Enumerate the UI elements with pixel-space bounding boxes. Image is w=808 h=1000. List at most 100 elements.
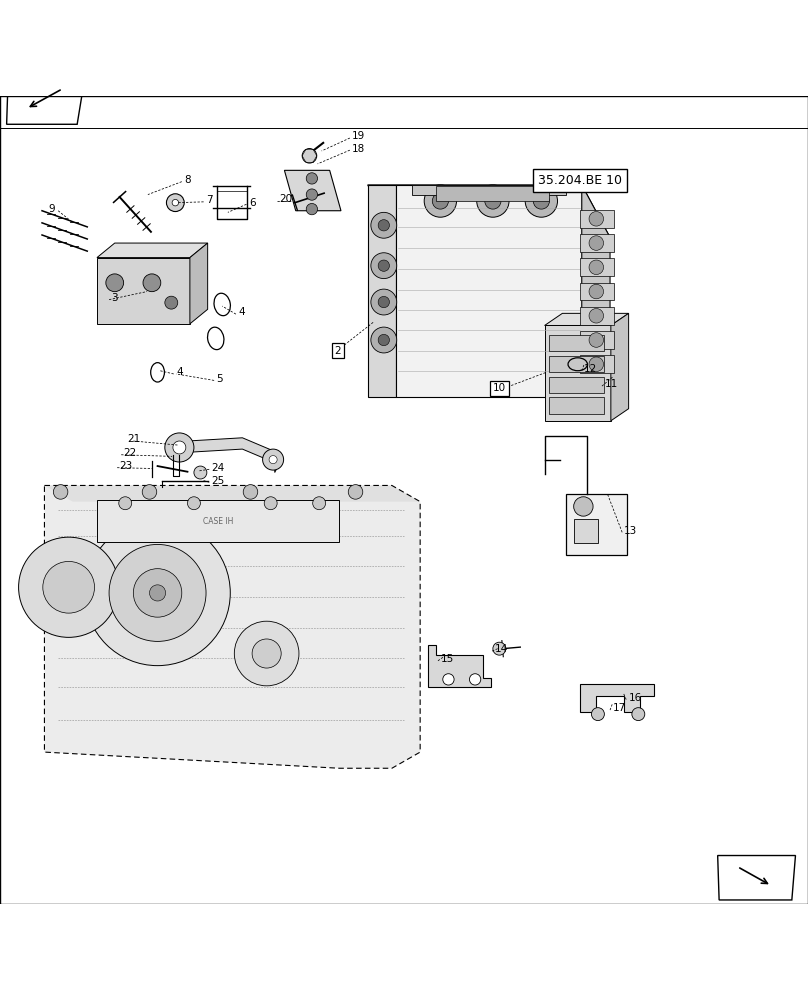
- Circle shape: [432, 193, 448, 209]
- Polygon shape: [44, 485, 420, 502]
- Polygon shape: [545, 313, 629, 325]
- Circle shape: [493, 642, 506, 655]
- Bar: [549, 397, 604, 414]
- Circle shape: [85, 520, 230, 666]
- Circle shape: [485, 193, 501, 209]
- Polygon shape: [97, 243, 208, 258]
- Circle shape: [371, 212, 397, 238]
- Polygon shape: [97, 500, 339, 542]
- Circle shape: [371, 289, 397, 315]
- Circle shape: [589, 236, 604, 250]
- Circle shape: [143, 274, 161, 292]
- Text: 15: 15: [440, 654, 453, 664]
- Circle shape: [165, 296, 178, 309]
- Circle shape: [443, 674, 454, 685]
- Circle shape: [166, 194, 184, 212]
- Bar: [566, 494, 627, 555]
- Circle shape: [149, 585, 166, 601]
- Polygon shape: [545, 325, 611, 421]
- Circle shape: [264, 497, 277, 510]
- Bar: [580, 355, 614, 373]
- Circle shape: [589, 309, 604, 323]
- Circle shape: [589, 357, 604, 372]
- Circle shape: [371, 253, 397, 279]
- Polygon shape: [190, 243, 208, 324]
- Circle shape: [269, 456, 277, 464]
- Circle shape: [243, 485, 258, 499]
- Polygon shape: [611, 313, 629, 421]
- Circle shape: [477, 185, 509, 217]
- Circle shape: [533, 193, 549, 209]
- Bar: [580, 331, 614, 349]
- Text: 9: 9: [48, 204, 55, 214]
- Polygon shape: [582, 185, 610, 397]
- Circle shape: [589, 212, 604, 226]
- Circle shape: [109, 544, 206, 641]
- Bar: [580, 234, 614, 252]
- Circle shape: [263, 449, 284, 470]
- Circle shape: [43, 561, 95, 613]
- Text: 4: 4: [176, 367, 183, 377]
- Text: 2: 2: [335, 346, 341, 356]
- Circle shape: [106, 274, 124, 292]
- Circle shape: [591, 708, 604, 721]
- Circle shape: [19, 537, 119, 637]
- Circle shape: [119, 497, 132, 510]
- Bar: [580, 258, 614, 276]
- Text: 25: 25: [212, 476, 225, 486]
- Bar: [549, 377, 604, 393]
- Bar: [549, 356, 604, 372]
- Text: 23: 23: [120, 461, 133, 471]
- Circle shape: [632, 708, 645, 721]
- Text: CASE IH: CASE IH: [203, 517, 234, 526]
- Circle shape: [165, 433, 194, 462]
- Text: 35.204.BE 10: 35.204.BE 10: [538, 174, 622, 187]
- Polygon shape: [284, 170, 341, 211]
- Text: 19: 19: [352, 131, 365, 141]
- Bar: [580, 210, 614, 228]
- Circle shape: [525, 185, 558, 217]
- Polygon shape: [44, 485, 420, 768]
- Circle shape: [234, 621, 299, 686]
- Polygon shape: [368, 185, 396, 397]
- Circle shape: [469, 674, 481, 685]
- Text: 14: 14: [494, 644, 507, 654]
- Circle shape: [348, 485, 363, 499]
- Text: 11: 11: [604, 379, 617, 389]
- Text: 17: 17: [612, 703, 625, 713]
- Circle shape: [142, 485, 157, 499]
- Circle shape: [306, 203, 318, 215]
- Text: 5: 5: [217, 374, 223, 384]
- Circle shape: [378, 220, 389, 231]
- Polygon shape: [412, 185, 566, 195]
- Circle shape: [589, 260, 604, 275]
- Polygon shape: [718, 856, 795, 900]
- Text: 24: 24: [212, 463, 225, 473]
- Circle shape: [133, 569, 182, 617]
- Circle shape: [252, 639, 281, 668]
- Text: 4: 4: [238, 307, 245, 317]
- Polygon shape: [428, 645, 491, 687]
- Text: 8: 8: [184, 175, 191, 185]
- Circle shape: [194, 466, 207, 479]
- Bar: [549, 335, 604, 351]
- Circle shape: [306, 189, 318, 200]
- Text: 21: 21: [128, 434, 141, 444]
- Circle shape: [306, 173, 318, 184]
- Polygon shape: [97, 258, 190, 324]
- Circle shape: [53, 485, 68, 499]
- Text: 16: 16: [629, 693, 642, 703]
- Bar: [580, 283, 614, 300]
- Circle shape: [378, 296, 389, 308]
- Polygon shape: [396, 185, 582, 397]
- Polygon shape: [174, 438, 279, 473]
- Circle shape: [371, 327, 397, 353]
- Circle shape: [589, 333, 604, 347]
- Polygon shape: [6, 80, 84, 124]
- Text: 18: 18: [352, 144, 365, 154]
- Circle shape: [424, 185, 457, 217]
- Circle shape: [187, 497, 200, 510]
- Circle shape: [589, 284, 604, 299]
- Text: 7: 7: [206, 195, 213, 205]
- Circle shape: [313, 497, 326, 510]
